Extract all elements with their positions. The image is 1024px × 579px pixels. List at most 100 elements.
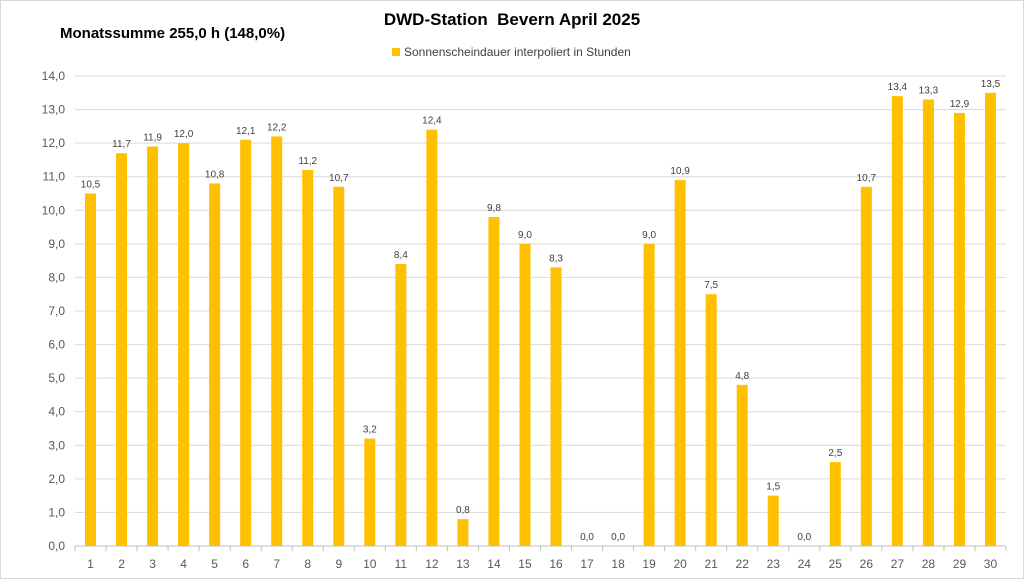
bar <box>85 193 97 546</box>
data-label: 3,2 <box>363 425 377 436</box>
chart-subtitle: Monatssumme 255,0 h (148,0%) <box>60 25 286 42</box>
y-tick-label: 12,0 <box>42 136 66 150</box>
data-label: 9,8 <box>487 203 501 214</box>
x-tick-label: 27 <box>891 557 905 571</box>
y-tick-label: 5,0 <box>48 371 65 385</box>
data-label: 7,5 <box>704 280 718 291</box>
data-label: 0,0 <box>580 532 594 543</box>
bar <box>209 183 221 546</box>
data-label: 10,9 <box>670 166 690 177</box>
data-label: 12,1 <box>236 126 256 137</box>
x-tick-label: 8 <box>304 557 311 571</box>
bar <box>333 186 345 547</box>
x-tick-label: 28 <box>922 557 936 571</box>
data-label: 9,0 <box>642 230 656 241</box>
data-label: 11,7 <box>112 139 131 150</box>
bar <box>829 462 841 546</box>
bar <box>953 112 965 546</box>
x-tick-label: 25 <box>829 557 843 571</box>
y-tick-label: 10,0 <box>42 203 66 217</box>
x-tick-label: 29 <box>953 557 967 571</box>
bar <box>767 495 779 546</box>
data-label: 0,0 <box>797 532 811 543</box>
x-tick-label: 22 <box>736 557 750 571</box>
y-tick-label: 0,0 <box>48 539 65 553</box>
x-tick-label: 6 <box>242 557 249 571</box>
data-label: 1,5 <box>766 482 780 493</box>
bar <box>643 243 655 546</box>
bar <box>860 186 872 547</box>
data-label: 11,9 <box>143 133 162 144</box>
x-tick-label: 9 <box>335 557 342 571</box>
data-label: 0,8 <box>456 505 470 516</box>
bar <box>178 143 190 546</box>
x-tick-label: 24 <box>798 557 812 571</box>
x-tick-label: 18 <box>611 557 625 571</box>
bar <box>984 92 996 547</box>
data-label: 2,5 <box>828 448 842 459</box>
data-label: 10,5 <box>81 180 101 191</box>
bar <box>271 136 283 546</box>
bar <box>736 384 748 546</box>
data-label: 8,3 <box>549 253 563 264</box>
bar <box>922 99 934 546</box>
bar <box>674 180 686 547</box>
bar <box>519 243 531 546</box>
x-tick-label: 11 <box>395 557 408 571</box>
x-tick-label: 21 <box>705 557 719 571</box>
x-tick-label: 13 <box>456 557 470 571</box>
data-label: 10,8 <box>205 169 225 180</box>
bar <box>302 170 314 546</box>
bar <box>395 264 407 546</box>
data-label: 0,0 <box>611 532 625 543</box>
data-label: 8,4 <box>394 250 408 261</box>
x-tick-label: 10 <box>363 557 377 571</box>
y-tick-label: 2,0 <box>48 472 65 486</box>
x-tick-label: 17 <box>580 557 594 571</box>
legend-swatch <box>392 48 400 56</box>
x-tick-label: 1 <box>87 557 94 571</box>
x-tick-label: 5 <box>211 557 218 571</box>
x-tick-label: 26 <box>860 557 874 571</box>
data-label: 11,2 <box>298 156 317 167</box>
bar <box>147 146 159 546</box>
y-tick-label: 6,0 <box>48 338 65 352</box>
data-label: 9,0 <box>518 230 532 241</box>
y-tick-label: 1,0 <box>48 505 65 519</box>
data-label: 10,7 <box>857 173 877 184</box>
x-tick-label: 2 <box>118 557 125 571</box>
x-tick-label: 14 <box>487 557 501 571</box>
bar <box>457 519 469 546</box>
data-label: 13,3 <box>919 86 939 97</box>
x-tick-label: 30 <box>984 557 998 571</box>
data-label: 12,0 <box>174 129 194 140</box>
data-label: 12,9 <box>950 99 970 110</box>
x-tick-label: 15 <box>518 557 532 571</box>
data-label: 4,8 <box>735 371 749 382</box>
y-tick-label: 4,0 <box>48 405 65 419</box>
bar <box>705 294 717 546</box>
data-label: 13,4 <box>888 82 908 93</box>
legend: Sonnenscheindauer interpoliert in Stunde… <box>392 45 631 59</box>
data-label: 12,4 <box>422 116 442 127</box>
legend-label: Sonnenscheindauer interpoliert in Stunde… <box>404 45 631 59</box>
y-tick-label: 14,0 <box>42 69 66 83</box>
bar <box>891 96 903 547</box>
bar <box>116 153 128 546</box>
y-tick-label: 8,0 <box>48 270 65 284</box>
chart-title: DWD-Station Bevern April 2025 <box>383 10 641 29</box>
x-tick-label: 20 <box>673 557 687 571</box>
bar <box>488 217 500 546</box>
x-tick-label: 12 <box>425 557 439 571</box>
data-label: 12,2 <box>267 122 287 133</box>
bar <box>426 129 438 546</box>
x-tick-label: 19 <box>642 557 656 571</box>
data-label: 10,7 <box>329 173 349 184</box>
y-tick-label: 3,0 <box>48 438 65 452</box>
y-tick-label: 11,0 <box>43 170 66 184</box>
bar <box>550 267 562 546</box>
y-tick-label: 9,0 <box>48 237 65 251</box>
x-tick-label: 7 <box>273 557 280 571</box>
bar <box>240 139 252 547</box>
